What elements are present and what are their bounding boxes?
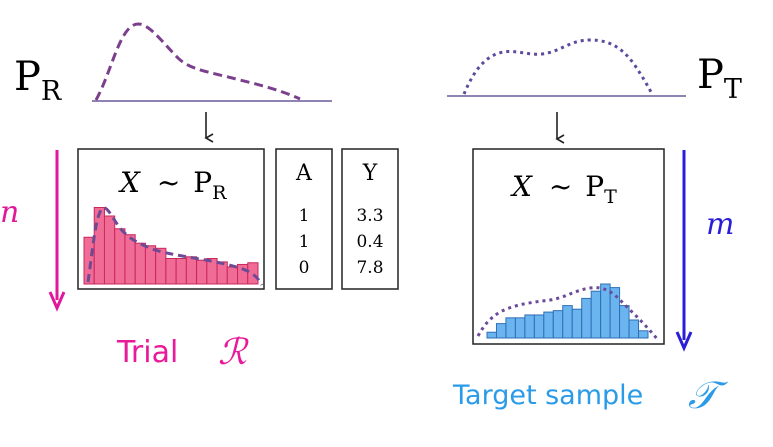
target-histogram-bar [533,314,545,339]
trial-treatment-header: A [295,161,313,186]
trial-histogram-bar [165,258,177,285]
trial-histogram-bar [237,263,249,285]
target-histogram-bar [495,323,507,339]
target-histogram-bar [524,314,535,339]
trial-outcome-value: 7.8 [356,258,383,278]
trial-histogram-bar [185,256,198,285]
trial-treatment-column [275,148,333,290]
target-caption-symbol: 𝒯 [688,373,728,417]
target-covariate-label: X ~ PT [510,170,617,208]
target-histogram-bar [638,330,649,339]
target-dist-curve [462,38,654,95]
target-histogram-bar [628,319,640,339]
target-histogram-bar [581,297,592,339]
trial-outcome-value: 0.4 [356,232,383,252]
trial-outcome-header: Y [362,161,378,186]
target-histogram-bar [590,290,602,339]
trial-histogram-bar [103,215,116,285]
target-histogram-bar [571,308,583,339]
target-dist-label: PT [697,52,742,105]
target-histogram-bar [600,283,611,339]
trial-histogram-bar [247,262,259,285]
trial-sample-size-arrowhead [48,291,66,312]
trial-histogram [83,207,259,285]
target-density-overlay [476,286,660,341]
trial-histogram-bar [226,266,239,285]
trial-treatment-value: 1 [299,232,310,252]
target-histogram-bar [543,311,554,339]
trial-treatment-value: 1 [299,206,310,226]
trial-histogram-bar [175,258,187,285]
target-histogram-bar [562,305,573,339]
target-histogram-bar [619,305,630,339]
trial-group: PR n X ~ PR A 1 1 0 Y 3.3 0.4 7.8 T [0,22,399,373]
target-histogram [486,283,649,339]
trial-outcome-column [341,148,399,290]
trial-histogram-bar [124,234,136,285]
target-histogram-bar [514,317,526,339]
trial-histogram-bar [206,258,218,285]
trial-histogram-bar [114,228,126,285]
trial-caption: Trial [116,335,178,370]
trial-dist-label: PR [14,54,62,107]
trial-histogram-bar [216,261,228,285]
target-caption: Target sample [452,380,643,411]
target-sample-size-arrowhead [675,331,693,352]
target-covariate-box [472,148,665,345]
trial-histogram-bar [155,247,167,285]
trial-density-overlay [86,206,264,286]
trial-treatment-value: 0 [299,258,310,278]
trial-sample-size-label: n [0,195,19,230]
target-histogram-bar [609,287,621,339]
trial-histogram-bar [196,259,208,285]
target-histogram-bar [486,331,497,339]
target-sample-size-label: m [706,207,734,242]
trial-outcome-value: 3.3 [356,206,383,226]
trial-covariate-box [77,148,265,290]
trial-histogram-bar [134,242,146,285]
trial-histogram-bar [93,207,105,285]
trial-histogram-bar [144,245,157,285]
trial-dist-curve [94,22,301,101]
target-histogram-bar [552,310,564,339]
trial-covariate-label: X ~ PR [118,166,227,204]
target-histogram-bar [505,317,516,339]
target-group: PT X ~ PT m Target sample 𝒯 [447,38,742,417]
trial-caption-symbol: ℛ [218,332,249,373]
